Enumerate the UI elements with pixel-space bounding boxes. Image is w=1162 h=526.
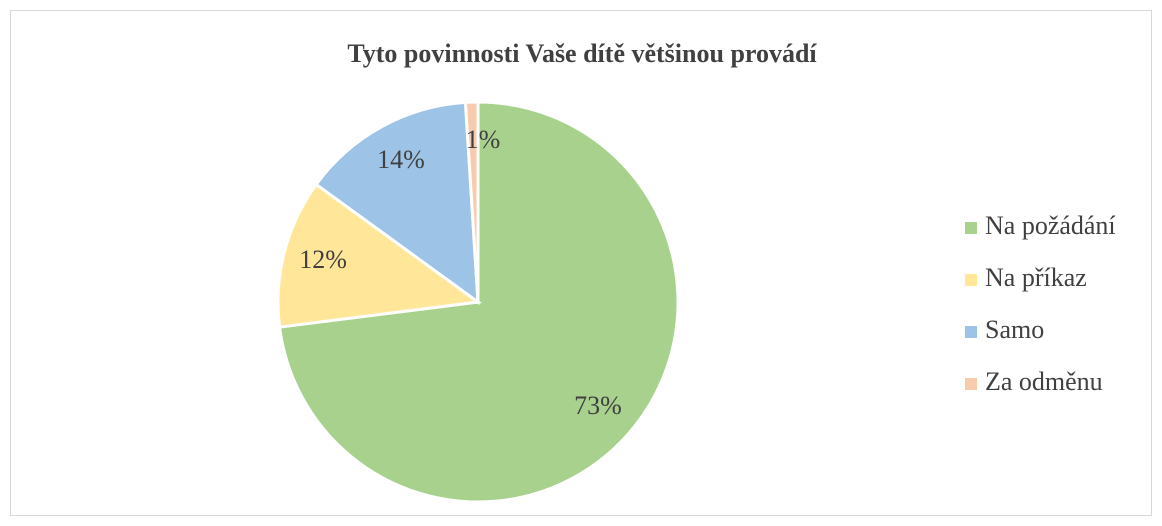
data-label: 1% <box>466 125 501 154</box>
legend-swatch <box>965 326 977 338</box>
chart-title: Tyto povinnosti Vaše dítě většinou prová… <box>347 39 817 68</box>
data-label: 73% <box>574 391 622 420</box>
pie-slice <box>276 182 482 329</box>
data-label: 14% <box>377 145 425 174</box>
pie-slice <box>463 100 480 303</box>
legend-label: Za odměnu <box>985 367 1103 396</box>
pie-slice <box>314 100 480 306</box>
legend-swatch <box>965 222 977 234</box>
legend-label: Na příkaz <box>985 263 1087 292</box>
legend-label: Samo <box>985 315 1044 344</box>
legend-swatch <box>965 378 977 390</box>
legend-swatch <box>965 274 977 286</box>
data-label: 12% <box>299 245 347 274</box>
legend-label: Na požádání <box>985 211 1116 240</box>
